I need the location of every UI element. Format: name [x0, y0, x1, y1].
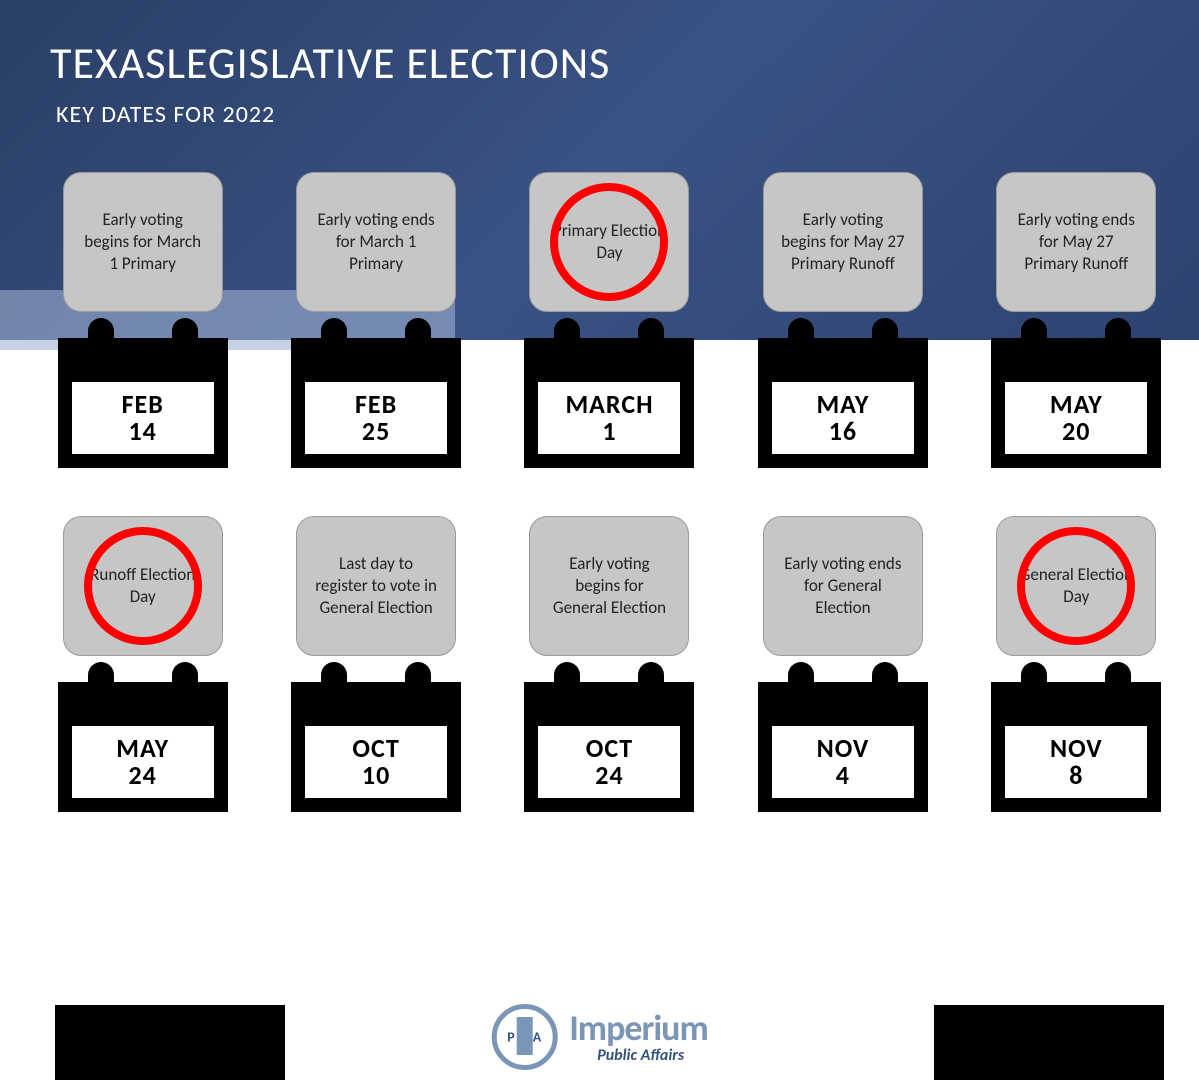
event-label: Early voting ends for March 1 Primary [313, 209, 439, 275]
logo-letter-p: P [507, 1029, 514, 1046]
page-title: TEXASLEGISLATIVE ELECTIONS [50, 36, 610, 90]
date-cell: Primary Election Day MARCH1 [517, 172, 702, 468]
calendar-icon: FEB25 [291, 338, 461, 468]
calendar-month: NOV [817, 735, 870, 762]
calendar-icon: FEB14 [58, 338, 228, 468]
calendar-month: OCT [586, 735, 633, 762]
event-label: Early voting begins for General Election [546, 553, 672, 619]
event-label-box: Runoff Election Day [63, 516, 223, 656]
event-label: Early voting begins for March 1 Primary [80, 209, 206, 275]
event-label: Runoff Election Day [80, 564, 206, 608]
calendar-month: FEB [122, 391, 164, 418]
calendar-day: 4 [836, 762, 850, 789]
calendar-month: MAY [1050, 391, 1103, 418]
calendar-day: 20 [1062, 418, 1090, 445]
calendar-icon: MAY16 [758, 338, 928, 468]
calendar-icon: NOV8 [991, 682, 1161, 812]
event-label-box: Early voting ends for March 1 Primary [296, 172, 456, 312]
calendar-month: FEB [355, 391, 397, 418]
event-label: Early voting ends for General Election [780, 553, 906, 619]
event-label-box: Early voting ends for General Election [763, 516, 923, 656]
calendar-icon: MARCH1 [524, 338, 694, 468]
calendar-day: 16 [829, 418, 857, 445]
date-cell: Early voting begins for General Election… [517, 516, 702, 812]
calendar-month: MARCH [565, 391, 653, 418]
calendar-icon: MAY24 [58, 682, 228, 812]
date-cell: Early voting ends for May 27 Primary Run… [984, 172, 1169, 468]
logo-letter-a: A [533, 1029, 541, 1046]
event-label-box: Early voting begins for March 1 Primary [63, 172, 223, 312]
event-label: Early voting ends for May 27 Primary Run… [1013, 209, 1139, 275]
dates-grid: Early voting begins for March 1 Primary F… [50, 172, 1169, 812]
date-cell: Early voting begins for May 27 Primary R… [750, 172, 935, 468]
calendar-day: 8 [1069, 762, 1083, 789]
decorative-block-left [55, 1005, 285, 1080]
date-cell: Early voting ends for General Election NO… [750, 516, 935, 812]
calendar-day: 24 [595, 762, 623, 789]
calendar-month: NOV [1050, 735, 1103, 762]
event-label-box: Last day to register to vote in General … [296, 516, 456, 656]
calendar-day: 10 [362, 762, 390, 789]
calendar-icon: NOV4 [758, 682, 928, 812]
date-cell: Early voting ends for March 1 Primary FEB… [283, 172, 468, 468]
calendar-icon: OCT10 [291, 682, 461, 812]
event-label: General Election Day [1013, 564, 1139, 608]
event-label: Last day to register to vote in General … [313, 553, 439, 619]
date-cell: Early voting begins for March 1 Primary F… [50, 172, 235, 468]
event-label: Primary Election Day [546, 220, 672, 264]
event-label-box: General Election Day [996, 516, 1156, 656]
date-cell: General Election Day NOV8 [984, 516, 1169, 812]
event-label-box: Early voting ends for May 27 Primary Run… [996, 172, 1156, 312]
logo-mark-icon: P A [491, 1004, 557, 1070]
logo-tagline: Public Affairs [597, 1048, 708, 1064]
calendar-day: 1 [602, 418, 616, 445]
calendar-month: MAY [116, 735, 169, 762]
date-cell: Last day to register to vote in General … [283, 516, 468, 812]
logo-name: Imperium [569, 1010, 708, 1046]
event-label-box: Early voting begins for May 27 Primary R… [763, 172, 923, 312]
calendar-month: OCT [352, 735, 399, 762]
calendar-day: 14 [129, 418, 157, 445]
event-label-box: Primary Election Day [529, 172, 689, 312]
logo: P A Imperium Public Affairs [491, 1004, 708, 1070]
page-subtitle: KEY DATES FOR 2022 [56, 100, 275, 129]
calendar-month: MAY [816, 391, 869, 418]
calendar-day: 25 [362, 418, 390, 445]
calendar-icon: OCT24 [524, 682, 694, 812]
date-cell: Runoff Election Day MAY24 [50, 516, 235, 812]
event-label: Early voting begins for May 27 Primary R… [780, 209, 906, 275]
calendar-day: 24 [129, 762, 157, 789]
calendar-icon: MAY20 [991, 338, 1161, 468]
decorative-block-right [934, 1005, 1164, 1080]
event-label-box: Early voting begins for General Election [529, 516, 689, 656]
